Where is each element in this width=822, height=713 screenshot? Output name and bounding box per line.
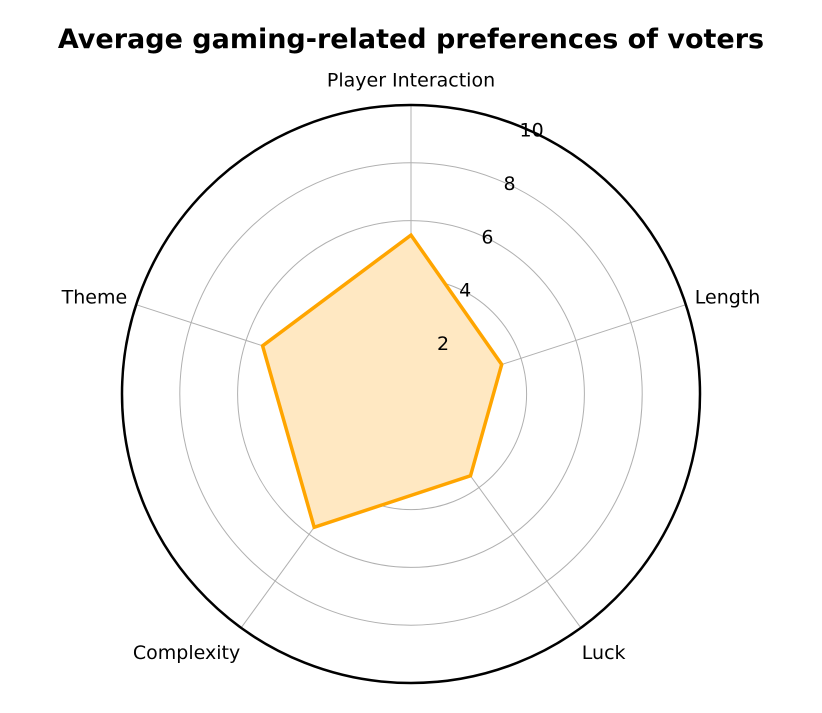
tick-label-10: 10 <box>520 120 544 142</box>
category-label-1: Length <box>695 286 761 308</box>
tick-label-6: 6 <box>481 226 493 248</box>
series-area <box>262 235 502 528</box>
category-label-3: Complexity <box>133 642 240 664</box>
tick-label-2: 2 <box>437 333 449 355</box>
category-label-2: Luck <box>582 642 626 664</box>
tick-label-4: 4 <box>459 280 471 302</box>
category-label-4: Theme <box>61 286 128 308</box>
series-line <box>260 232 504 530</box>
label-layer: 2 4 6 8 10 Player Interaction Length Luck Comple… <box>61 70 761 665</box>
tick-label-8: 8 <box>503 173 515 195</box>
outer-frame <box>120 103 702 685</box>
chart-title: Average gaming-related preferences of vo… <box>57 24 765 55</box>
data-layer <box>260 232 504 530</box>
category-label-0: Player Interaction <box>327 70 495 92</box>
